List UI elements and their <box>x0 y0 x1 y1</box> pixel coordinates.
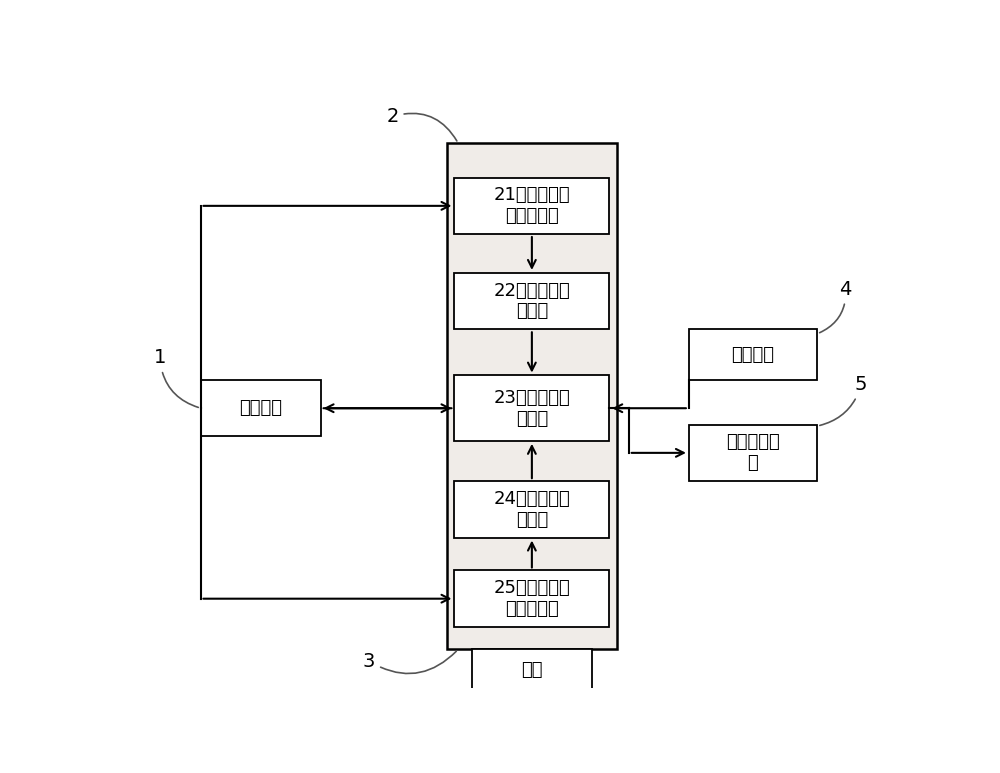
Text: 23加热时间调
节模块: 23加热时间调 节模块 <box>494 389 570 427</box>
Bar <box>689 424 817 481</box>
Bar <box>454 178 609 234</box>
Text: 1: 1 <box>154 348 198 407</box>
Text: 5: 5 <box>820 375 868 425</box>
Text: 加热组件: 加热组件 <box>239 399 282 417</box>
Text: 24阻值速度比
较单元: 24阻值速度比 较单元 <box>494 490 570 529</box>
Text: 3: 3 <box>363 652 456 673</box>
Bar <box>689 329 817 380</box>
Text: 状态指示模
块: 状态指示模 块 <box>726 434 780 472</box>
Bar <box>454 570 609 627</box>
Text: 22阻值幅度比
较单元: 22阻值幅度比 较单元 <box>494 281 570 321</box>
Text: 2: 2 <box>386 107 457 141</box>
Text: 25阻值变化速
度检测单元: 25阻值变化速 度检测单元 <box>494 579 570 618</box>
Bar <box>201 380 321 437</box>
Bar <box>447 143 617 649</box>
Bar <box>472 649 592 691</box>
Text: 21阻值变化幅
度检测单元: 21阻值变化幅 度检测单元 <box>494 186 570 225</box>
Bar <box>454 481 609 538</box>
Text: 电源: 电源 <box>521 661 543 679</box>
Bar <box>454 376 609 441</box>
Text: 吸烟开关: 吸烟开关 <box>731 346 774 363</box>
Text: 4: 4 <box>820 280 852 332</box>
Bar <box>454 273 609 329</box>
